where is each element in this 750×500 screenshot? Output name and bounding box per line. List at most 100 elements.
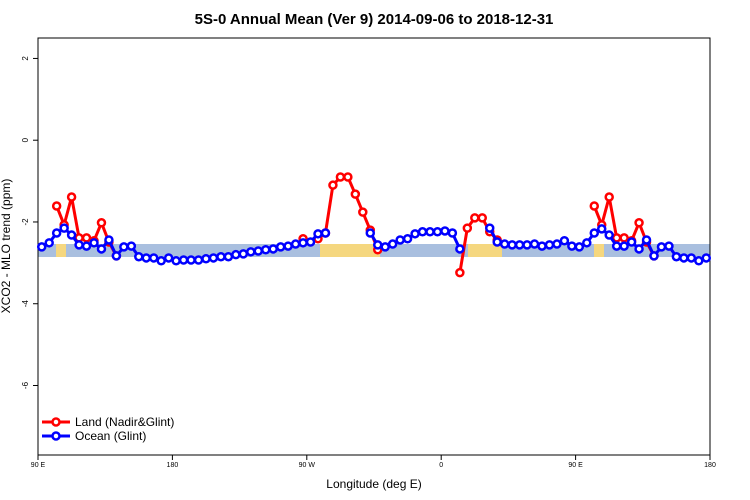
x-tick-label: 180 — [167, 462, 179, 469]
point — [320, 228, 331, 238]
point — [611, 241, 622, 251]
point — [626, 237, 637, 247]
point — [253, 246, 264, 256]
land-strip — [468, 244, 502, 257]
point — [51, 228, 62, 238]
point — [447, 228, 458, 238]
point — [163, 253, 174, 263]
x-tick-label: 90 E — [568, 462, 583, 469]
land-strip — [320, 244, 380, 257]
point — [186, 255, 196, 265]
x-axis-label: Longitude (deg E) — [326, 477, 421, 491]
point — [507, 240, 517, 250]
point — [231, 249, 241, 260]
x-tick-label: 0 — [439, 462, 443, 469]
x-tick-label: 90 W — [299, 462, 316, 469]
land-strip — [594, 244, 604, 257]
point — [59, 223, 69, 233]
point — [51, 201, 62, 211]
point — [358, 207, 368, 217]
point — [589, 228, 600, 238]
chart-title: 5S-0 Annual Mean (Ver 9) 2014-09-06 to 2… — [195, 11, 554, 28]
point — [567, 241, 577, 251]
point — [544, 240, 555, 250]
y-tick-label: 2 — [21, 56, 30, 61]
point — [477, 213, 488, 223]
point — [208, 253, 219, 263]
legend-label: Land (Nadir&Glint) — [75, 415, 174, 429]
point — [529, 239, 540, 249]
point — [492, 237, 502, 247]
point — [402, 233, 413, 244]
point — [380, 242, 390, 252]
point — [141, 253, 152, 263]
legend-label: Ocean (Glint) — [75, 429, 146, 443]
point — [365, 228, 376, 238]
y-tick-label: 0 — [21, 137, 30, 142]
point — [372, 240, 383, 250]
point — [305, 237, 316, 247]
point — [649, 251, 659, 261]
point — [589, 201, 600, 211]
point — [425, 227, 435, 237]
point — [641, 235, 652, 245]
point — [96, 244, 107, 254]
point — [290, 239, 301, 249]
point — [664, 241, 674, 251]
point — [111, 251, 122, 261]
y-tick-label: -2 — [21, 218, 30, 226]
point — [410, 229, 420, 239]
point — [679, 253, 689, 263]
point — [484, 223, 495, 233]
point — [440, 226, 450, 236]
point — [582, 238, 592, 248]
point — [238, 249, 249, 259]
point — [171, 256, 181, 266]
point — [81, 241, 92, 251]
point — [604, 192, 614, 202]
legend-marker — [51, 417, 61, 427]
point — [268, 244, 278, 254]
point — [432, 227, 443, 237]
point — [246, 247, 256, 257]
x-tick-label: 90 E — [31, 462, 46, 469]
point — [619, 233, 629, 243]
point — [36, 242, 47, 252]
point — [126, 241, 137, 251]
point — [604, 230, 614, 240]
y-tick-label: -4 — [21, 300, 30, 308]
land-strip — [56, 244, 66, 257]
point — [701, 253, 712, 263]
point — [671, 251, 682, 262]
point — [134, 251, 144, 262]
point — [81, 233, 92, 243]
point — [395, 235, 405, 245]
point — [455, 244, 465, 254]
point — [417, 227, 428, 237]
point — [66, 192, 77, 202]
point — [260, 245, 271, 255]
point — [455, 267, 465, 278]
point — [96, 218, 107, 228]
point — [552, 239, 562, 249]
point — [462, 223, 473, 233]
point — [522, 240, 532, 250]
point — [201, 254, 211, 264]
point — [694, 256, 704, 266]
point — [223, 251, 234, 262]
point — [193, 255, 204, 265]
point — [66, 230, 77, 240]
point — [216, 251, 226, 262]
point — [335, 172, 346, 182]
point — [104, 235, 114, 245]
point — [656, 242, 667, 252]
legend-marker — [51, 431, 61, 441]
x-tick-label: 180 — [704, 462, 716, 469]
point — [156, 256, 166, 266]
point — [559, 236, 570, 246]
point — [387, 239, 398, 249]
point — [686, 253, 697, 263]
point — [119, 242, 129, 252]
point — [537, 241, 547, 251]
point — [275, 242, 286, 252]
